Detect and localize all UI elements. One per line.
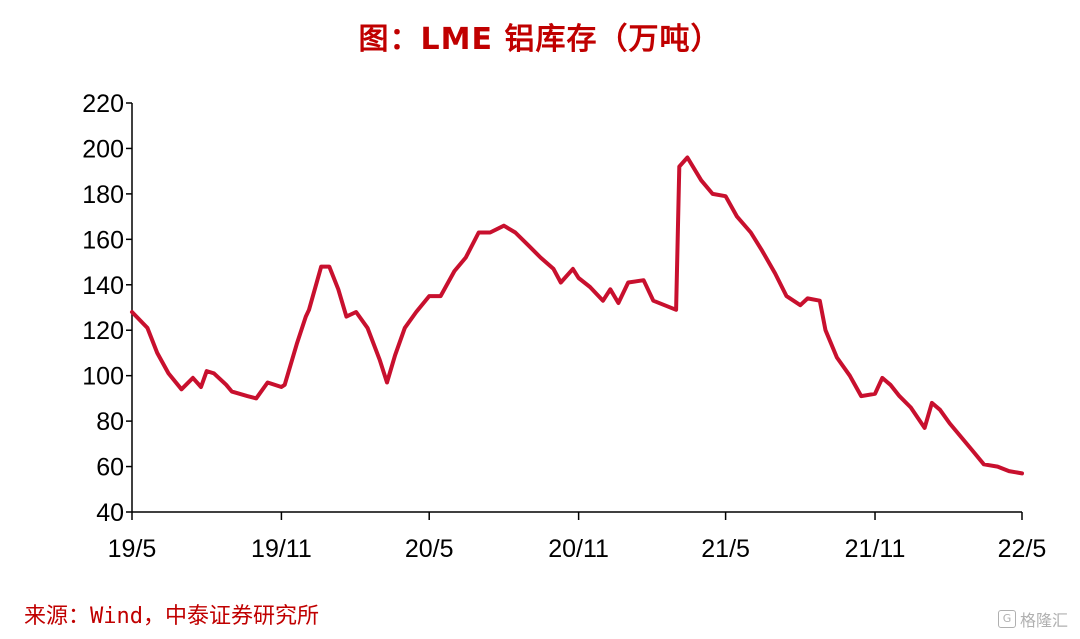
x-tick-label: 19/5 [108,535,157,563]
x-tick-labels: 19/5 19/11 20/5 20/11 21/5 21/11 22/5 [108,535,1047,563]
chart-title: 图：LME 铝库存（万吨） [358,22,722,57]
y-tick-label: 60 [96,454,124,482]
x-tick-label: 21/11 [845,535,906,563]
y-tick-label: 180 [82,181,124,209]
source-note: 来源：Wind，中泰证券研究所 [24,604,319,629]
y-tick-label: 80 [96,408,124,436]
y-tick-label: 200 [82,135,124,163]
y-tick-label: 120 [82,317,124,345]
x-tick-label: 21/5 [701,535,750,563]
y-tick-label: 160 [82,226,124,254]
axes [126,102,1023,520]
x-tick-label: 22/5 [998,535,1047,563]
y-tick-labels: 40 60 80 100 120 140 160 180 200 220 [82,90,124,527]
x-tick-label: 19/11 [251,535,312,563]
watermark-text: 格隆汇 [1019,611,1068,630]
y-tick-label: 40 [96,499,124,527]
x-tick-label: 20/5 [405,535,454,563]
series-line-aluminum-inventory [130,155,1024,476]
watermark: G 格隆汇 [997,607,1068,631]
y-tick-label: 140 [82,272,124,300]
x-tick-label: 20/11 [548,535,609,563]
y-tick-label: 220 [82,90,124,118]
watermark-logo-icon: G [997,610,1016,628]
y-tick-label: 100 [82,363,124,391]
